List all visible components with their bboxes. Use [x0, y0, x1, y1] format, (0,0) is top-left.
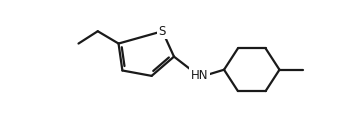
Text: HN: HN [191, 69, 208, 82]
Text: S: S [159, 25, 166, 38]
